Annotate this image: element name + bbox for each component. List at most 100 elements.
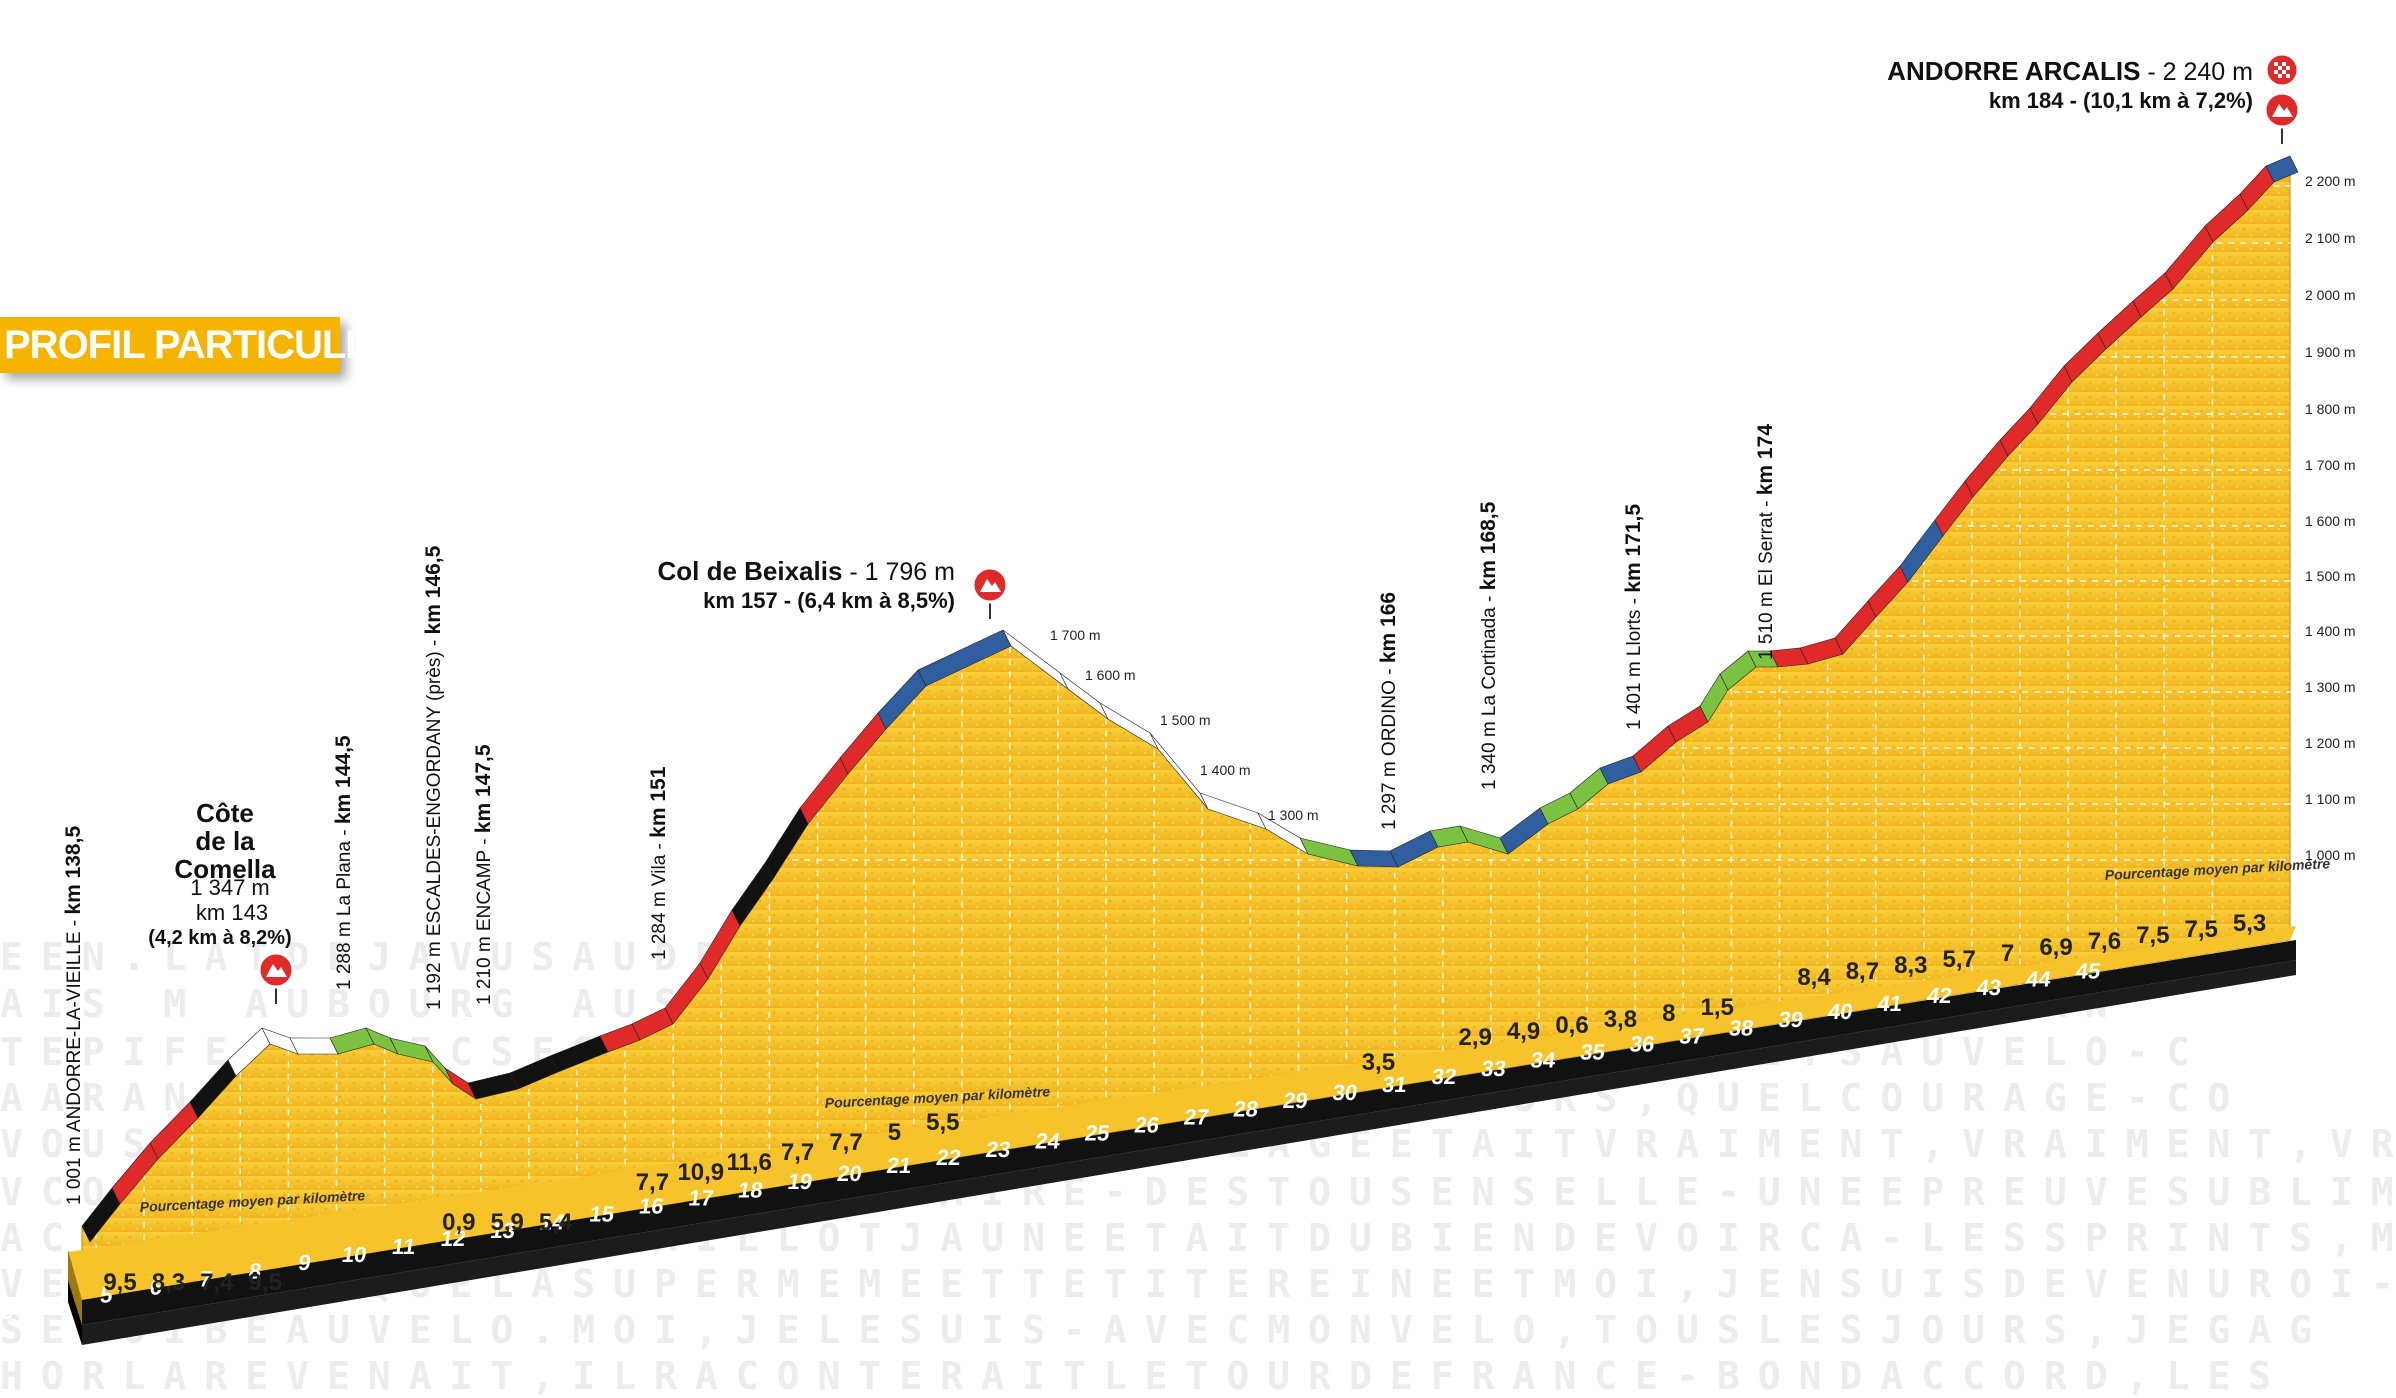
- pin-mountain: [266, 964, 287, 977]
- km-marker: 29: [1282, 1088, 1310, 1113]
- beixalis-alt: - 1 796 m: [842, 558, 955, 586]
- waypoint-text: 1 401 m Llorts - km 171,5: [1622, 504, 1645, 730]
- km-percent: 5,3: [2233, 910, 2266, 937]
- waypoint-text: 1 297 m ORDINO - km 166: [1377, 592, 1400, 830]
- background-text-line: SEMOIBEAUVELO.MOI,JELESUIS-AVECMONVELO,T…: [0, 1308, 2331, 1352]
- km-percent: 8: [1662, 1000, 1675, 1027]
- altitude-tick: 1 500 m: [2305, 568, 2356, 584]
- comella-km: km 143: [196, 900, 268, 925]
- km-marker: 11: [390, 1234, 417, 1259]
- altitude-tick: 2 100 m: [2305, 230, 2356, 246]
- km-marker: 18: [737, 1177, 765, 1202]
- profile-banner: PROFIL PARTICULIER: [0, 317, 410, 373]
- comella-name: Comella: [174, 854, 276, 884]
- km-marker: 19: [786, 1169, 814, 1194]
- km-percent: 5: [888, 1119, 901, 1146]
- km-marker: 30: [1331, 1080, 1359, 1105]
- altitude-tick: 1 900 m: [2305, 344, 2356, 360]
- km-marker: 8: [247, 1258, 263, 1283]
- altitude-tick: 1 800 m: [2305, 401, 2356, 417]
- km-marker: 42: [1926, 983, 1954, 1008]
- inner-altitude: 1 400 m: [1200, 762, 1251, 778]
- flag-check: [2282, 70, 2286, 74]
- km-marker: 34: [1529, 1048, 1558, 1073]
- km-marker: 41: [1876, 991, 1904, 1016]
- km-percent: 3,5: [1362, 1049, 1395, 1076]
- altitude-tick: 2 000 m: [2305, 287, 2356, 303]
- waypoint-name: La Plana -: [334, 824, 355, 916]
- km-marker: 31: [1381, 1072, 1409, 1097]
- km-marker: 5: [99, 1283, 115, 1308]
- km-marker: 16: [638, 1194, 666, 1219]
- km-percent: 11,6: [727, 1149, 772, 1176]
- km-marker: 44: [2025, 967, 2054, 992]
- comella-name: Côte: [196, 798, 254, 828]
- km-percent: 1,5: [1701, 994, 1734, 1021]
- waypoint-km: km 174: [1754, 424, 1777, 496]
- waypoint-text: 1 288 m La Plana - km 144,5: [332, 735, 355, 990]
- base-corner: [68, 1280, 82, 1345]
- finish-flag-icon: [2264, 52, 2300, 88]
- flag-check: [2286, 74, 2290, 78]
- km-marker: 40: [1826, 999, 1854, 1024]
- km-marker: 26: [1133, 1113, 1161, 1138]
- km-percent: 0,6: [1555, 1012, 1588, 1039]
- km-percent: 8,3: [152, 1269, 185, 1296]
- flag-check: [2282, 62, 2286, 66]
- waypoint-text: 1 001 m ANDORRE-LA-VIEILLE - km 138,5: [62, 826, 85, 1205]
- waypoint-label: 1 210 m ENCAMP - km 147,5: [472, 744, 495, 1005]
- comella-climb: (4,2 km à 8,2%): [148, 927, 291, 949]
- flag-check: [2278, 74, 2282, 78]
- waypoint-km: km 144,5: [332, 735, 355, 824]
- inner-altitude: 1 600 m: [1085, 667, 1136, 683]
- km-percent: 8,4: [1797, 964, 1831, 991]
- summit-pin-icon: [971, 566, 1009, 619]
- km-percent: 5,5: [926, 1109, 959, 1136]
- waypoint-text: 1 340 m La Cortinada - km 168,5: [1477, 501, 1500, 790]
- km-marker: 32: [1430, 1064, 1458, 1089]
- km-marker: 25: [1083, 1121, 1111, 1146]
- waypoint-alt: 1 001 m: [64, 1132, 85, 1205]
- waypoint-km: km 138,5: [62, 826, 85, 915]
- km-band: [82, 940, 2296, 1325]
- km-marker: 39: [1777, 1007, 1805, 1032]
- arcalis-alt: - 2 240 m: [2140, 58, 2253, 86]
- waypoint-km: km 146,5: [422, 545, 445, 634]
- km-marker: 13: [489, 1218, 517, 1243]
- inner-altitude: 1 700 m: [1050, 627, 1101, 643]
- altitude-tick: 2 200 m: [2305, 173, 2356, 189]
- summit-pin-icon: [257, 951, 295, 1004]
- waypoint-name: ORDINO -: [1379, 663, 1400, 756]
- waypoint-alt: 1 210 m: [474, 931, 495, 1005]
- pin-mountain: [980, 579, 1001, 592]
- km-percent: 8,3: [1894, 952, 1927, 979]
- flag-check: [2274, 62, 2278, 66]
- waypoint-name: La Cortinada -: [1479, 590, 1500, 716]
- flag-check: [2286, 66, 2290, 70]
- waypoint-label: 1 001 m ANDORRE-LA-VIEILLE - km 138,5: [62, 826, 85, 1205]
- altitude-tick: 1 300 m: [2305, 679, 2356, 695]
- waypoint-name: Vila -: [649, 838, 670, 886]
- km-marker: 24: [1034, 1129, 1063, 1154]
- km-marker: 43: [1975, 975, 2003, 1000]
- arcalis-name: ANDORRE ARCALIS: [1887, 56, 2140, 86]
- beixalis-details: km 157 - (6,4 km à 8,5%): [703, 588, 955, 613]
- waypoint-km: km 147,5: [472, 744, 495, 833]
- waypoint-km: km 151: [647, 766, 670, 838]
- beixalis-name: Col de Beixalis: [657, 556, 842, 586]
- arcalis-title: ANDORRE ARCALIS - 2 240 m: [1887, 56, 2253, 86]
- km-percent: 7,4: [200, 1269, 234, 1296]
- waypoint-name: Llorts -: [1624, 593, 1645, 656]
- pin-mountain: [2272, 104, 2293, 117]
- km-marker: 15: [588, 1202, 616, 1227]
- km-percent: 3,8: [1604, 1006, 1637, 1033]
- waypoint-text: 1 510 m El Serrat - km 174: [1754, 424, 1777, 660]
- waypoint-name: ANDORRE-LA-VIEILLE -: [64, 915, 85, 1133]
- base-bottom: [82, 960, 2296, 1345]
- base-left-face: [68, 1250, 82, 1325]
- slope-segment: [289, 1037, 339, 1055]
- km-marker: 6: [148, 1275, 164, 1300]
- waypoint-label: 1 510 m El Serrat - km 174: [1754, 424, 1777, 660]
- km-marker: 10: [340, 1242, 368, 1267]
